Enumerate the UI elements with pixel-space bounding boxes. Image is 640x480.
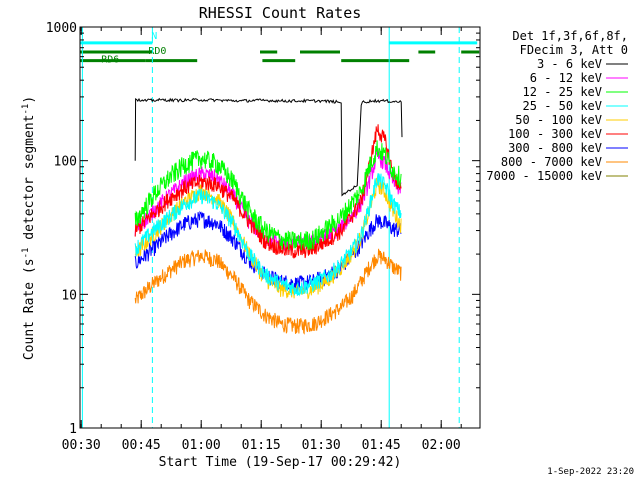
legend-label: 300 - 800 keV: [508, 141, 602, 155]
y-tick-label: 1000: [46, 21, 77, 36]
x-tick-label: 01:00: [182, 438, 221, 453]
legend-label: 100 - 300 keV: [508, 127, 602, 141]
y-axis-label-group: Count Rate (s-1 detector segment-1): [21, 96, 37, 360]
legend-label: 7000 - 15000 keV: [486, 169, 602, 183]
x-tick-label: 01:45: [362, 438, 401, 453]
y-tick-label: 100: [54, 155, 77, 170]
x-tick-label: 00:30: [62, 438, 101, 453]
legend-label: 800 - 7000 keV: [501, 155, 602, 169]
legend-label: 50 - 100 keV: [515, 113, 602, 127]
legend-label: 12 - 25 keV: [523, 85, 602, 99]
legend-label: 6 - 12 keV: [530, 71, 602, 85]
plot-frame: [79, 26, 481, 429]
y-axis-label: Count Rate (s-1 detector segment-1): [21, 96, 37, 360]
x-tick-label: 01:15: [242, 438, 281, 453]
legend: Det 1f,3f,6f,8f,FDecim 3, Att 03 - 6 keV…: [486, 29, 628, 183]
y-tick-label: 10: [61, 288, 77, 303]
series-lines: [134, 97, 403, 335]
legend-label: 3 - 6 keV: [537, 57, 602, 71]
series-line-800-7000kev: [134, 248, 402, 335]
x-tick-label: 01:30: [302, 438, 341, 453]
series-line-100-300kev: [134, 124, 402, 260]
flag-label: N: [151, 31, 157, 42]
x-tick-label: 02:00: [422, 438, 461, 453]
flag-bars: NRD0RD6: [80, 31, 480, 66]
legend-header: Det 1f,3f,6f,8f,: [512, 29, 628, 43]
attenuator-lines: [81, 27, 460, 428]
footer-timestamp: 1-Sep-2022 23:20: [547, 467, 634, 477]
series-line-12-25kev: [134, 140, 402, 251]
legend-label: 25 - 50 keV: [523, 99, 602, 113]
series-line-50-100kev: [134, 176, 402, 300]
chart-title: RHESSI Count Rates: [199, 4, 362, 22]
series-line-25-50kev: [134, 173, 402, 297]
x-axis-label: Start Time (19-Sep-17 00:29:42): [159, 455, 402, 470]
y-axis: 1 10 100 1000: [46, 21, 480, 437]
y-tick-label: 1: [69, 422, 77, 437]
legend-header: FDecim 3, Att 0: [520, 43, 628, 57]
flag-label: RD0: [148, 46, 166, 57]
x-tick-label: 00:45: [122, 438, 161, 453]
series-line-3-6kev: [134, 97, 403, 197]
x-axis: 00:30 00:45 01:00 01:15 01:30 01:45 02:00: [62, 27, 462, 453]
